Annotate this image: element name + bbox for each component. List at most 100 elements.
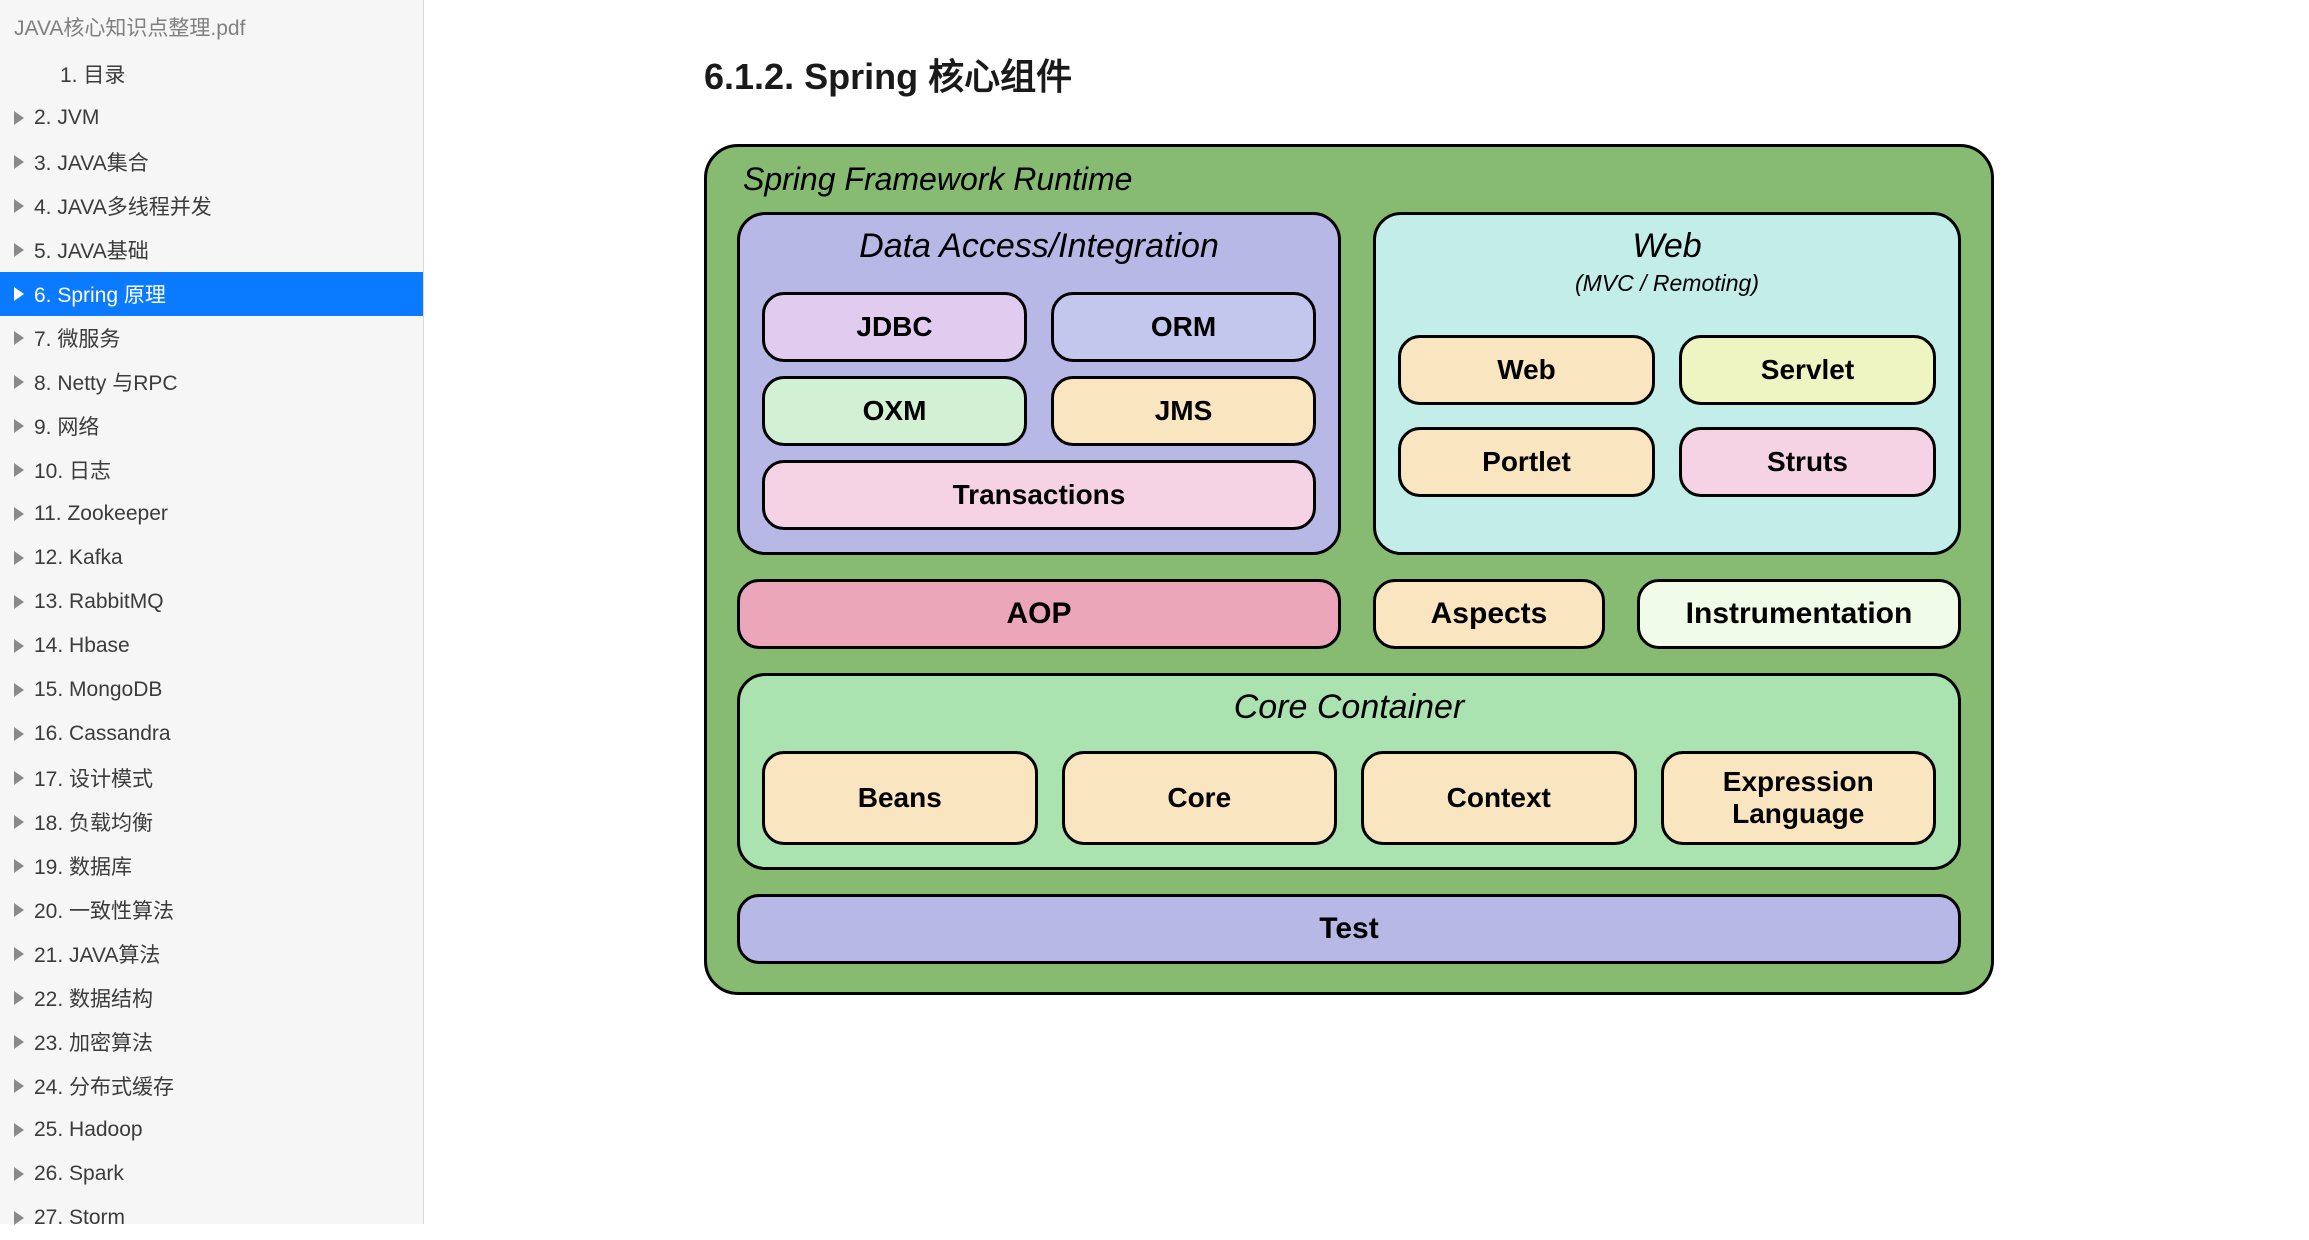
portlet-box: Portlet <box>1398 427 1655 497</box>
toc-item-label: 27. Storm <box>34 1206 125 1230</box>
toc-item[interactable]: 13. RabbitMQ <box>0 580 423 624</box>
disclosure-arrow-icon[interactable] <box>14 595 24 609</box>
toc-item[interactable]: 18. 负载均衡 <box>0 800 423 844</box>
toc-item-label: 20. 一致性算法 <box>34 895 174 925</box>
toc-item[interactable]: 7. 微服务 <box>0 316 423 360</box>
toc-item[interactable]: 23. 加密算法 <box>0 1020 423 1064</box>
toc-item-label: 6. Spring 原理 <box>34 279 166 309</box>
toc-item-label: 2. JVM <box>34 106 99 130</box>
context-box: Context <box>1361 751 1637 845</box>
toc-item-label: 16. Cassandra <box>34 722 171 746</box>
disclosure-arrow-icon[interactable] <box>14 727 24 741</box>
disclosure-arrow-icon[interactable] <box>14 859 24 873</box>
aop-box: AOP <box>737 579 1341 649</box>
toc-item-label: 26. Spark <box>34 1162 124 1186</box>
disclosure-arrow-icon[interactable] <box>14 683 24 697</box>
diagram-row-top: Data Access/Integration JDBC ORM OXM JMS… <box>737 212 1961 555</box>
toc-item-label: 1. 目录 <box>60 59 125 89</box>
disclosure-arrow-icon[interactable] <box>14 463 24 477</box>
toc-item[interactable]: 22. 数据结构 <box>0 976 423 1020</box>
section-heading: 6.1.2. Spring 核心组件 <box>704 48 2249 100</box>
outline-sidebar: JAVA核心知识点整理.pdf 1. 目录2. JVM3. JAVA集合4. J… <box>0 0 424 1224</box>
disclosure-arrow-icon[interactable] <box>14 375 24 389</box>
toc-item-label: 9. 网络 <box>34 411 99 441</box>
toc-item-label: 22. 数据结构 <box>34 983 153 1013</box>
disclosure-arrow-icon[interactable] <box>14 1035 24 1049</box>
disclosure-arrow-icon[interactable] <box>14 507 24 521</box>
toc-item[interactable]: 9. 网络 <box>0 404 423 448</box>
toc-item[interactable]: 27. Storm <box>0 1196 423 1240</box>
toc-item[interactable]: 2. JVM <box>0 96 423 140</box>
web-title: Web <box>1398 227 1936 266</box>
instrumentation-box: Instrumentation <box>1637 579 1961 649</box>
toc-item-label: 10. 日志 <box>34 455 111 485</box>
toc-item[interactable]: 4. JAVA多线程并发 <box>0 184 423 228</box>
diagram-row-middle: AOP Aspects Instrumentation <box>737 579 1961 649</box>
disclosure-arrow-icon[interactable] <box>14 947 24 961</box>
toc-item[interactable]: 5. JAVA基础 <box>0 228 423 272</box>
aspects-box: Aspects <box>1373 579 1605 649</box>
disclosure-arrow-icon[interactable] <box>14 991 24 1005</box>
core-container-group: Core Container Beans Core Context Expres… <box>737 673 1961 870</box>
toc-item[interactable]: 17. 设计模式 <box>0 756 423 800</box>
oxm-box: OXM <box>762 376 1027 446</box>
beans-box: Beans <box>762 751 1038 845</box>
disclosure-arrow-icon[interactable] <box>14 155 24 169</box>
toc-item[interactable]: 19. 数据库 <box>0 844 423 888</box>
toc-item[interactable]: 6. Spring 原理 <box>0 272 423 316</box>
toc-item-label: 25. Hadoop <box>34 1118 143 1142</box>
web-subtitle: (MVC / Remoting) <box>1398 270 1936 297</box>
disclosure-arrow-icon[interactable] <box>14 1123 24 1137</box>
disclosure-arrow-icon[interactable] <box>14 771 24 785</box>
core-title: Core Container <box>762 688 1936 727</box>
content-area: 6.1.2. Spring 核心组件 Spring Framework Runt… <box>424 0 2309 1224</box>
disclosure-arrow-icon[interactable] <box>14 1211 24 1225</box>
toc-item[interactable]: 12. Kafka <box>0 536 423 580</box>
toc-item[interactable]: 20. 一致性算法 <box>0 888 423 932</box>
toc-list: 1. 目录 2. JVM 3. JAVA集合4. JAVA多线程并发 5. JAVA基… <box>0 52 423 1240</box>
disclosure-arrow-icon[interactable] <box>14 199 24 213</box>
toc-item-label: 13. RabbitMQ <box>34 590 164 614</box>
toc-item-label: 24. 分布式缓存 <box>34 1071 174 1101</box>
data-access-group: Data Access/Integration JDBC ORM OXM JMS… <box>737 212 1341 555</box>
toc-item[interactable]: 15. MongoDB <box>0 668 423 712</box>
toc-item-label: 17. 设计模式 <box>34 763 153 793</box>
toc-item-label: 15. MongoDB <box>34 678 162 702</box>
toc-item[interactable]: 26. Spark <box>0 1152 423 1196</box>
disclosure-arrow-icon[interactable] <box>14 111 24 125</box>
servlet-box: Servlet <box>1679 335 1936 405</box>
disclosure-arrow-icon[interactable] <box>14 903 24 917</box>
toc-item-label: 14. Hbase <box>34 634 130 658</box>
toc-item[interactable]: 1. 目录 <box>0 52 423 96</box>
toc-item[interactable]: 14. Hbase <box>0 624 423 668</box>
toc-item-label: 11. Zookeeper <box>34 502 168 526</box>
disclosure-arrow-icon[interactable] <box>14 419 24 433</box>
disclosure-arrow-icon[interactable] <box>14 243 24 257</box>
toc-item[interactable]: 11. Zookeeper <box>0 492 423 536</box>
toc-item-label: 21. JAVA算法 <box>34 939 160 969</box>
test-box: Test <box>737 894 1961 964</box>
disclosure-arrow-icon[interactable] <box>14 331 24 345</box>
core-box: Core <box>1062 751 1338 845</box>
toc-item[interactable]: 21. JAVA算法 <box>0 932 423 976</box>
web-box: Web <box>1398 335 1655 405</box>
disclosure-arrow-icon[interactable] <box>14 287 24 301</box>
toc-item[interactable]: 16. Cassandra <box>0 712 423 756</box>
disclosure-arrow-icon[interactable] <box>14 639 24 653</box>
disclosure-arrow-icon[interactable] <box>14 551 24 565</box>
struts-box: Struts <box>1679 427 1936 497</box>
toc-item-label: 12. Kafka <box>34 546 123 570</box>
toc-item[interactable]: 8. Netty 与RPC <box>0 360 423 404</box>
toc-item[interactable]: 24. 分布式缓存 <box>0 1064 423 1108</box>
disclosure-arrow-icon[interactable] <box>14 1079 24 1093</box>
web-group: Web (MVC / Remoting) Web Servlet Portlet… <box>1373 212 1961 555</box>
expression-language-box: Expression Language <box>1661 751 1937 845</box>
jdbc-box: JDBC <box>762 292 1027 362</box>
spring-runtime-diagram: Spring Framework Runtime Data Access/Int… <box>704 144 1994 995</box>
toc-item[interactable]: 3. JAVA集合 <box>0 140 423 184</box>
toc-item-label: 5. JAVA基础 <box>34 235 149 265</box>
toc-item[interactable]: 10. 日志 <box>0 448 423 492</box>
disclosure-arrow-icon[interactable] <box>14 1167 24 1181</box>
disclosure-arrow-icon[interactable] <box>14 815 24 829</box>
toc-item[interactable]: 25. Hadoop <box>0 1108 423 1152</box>
